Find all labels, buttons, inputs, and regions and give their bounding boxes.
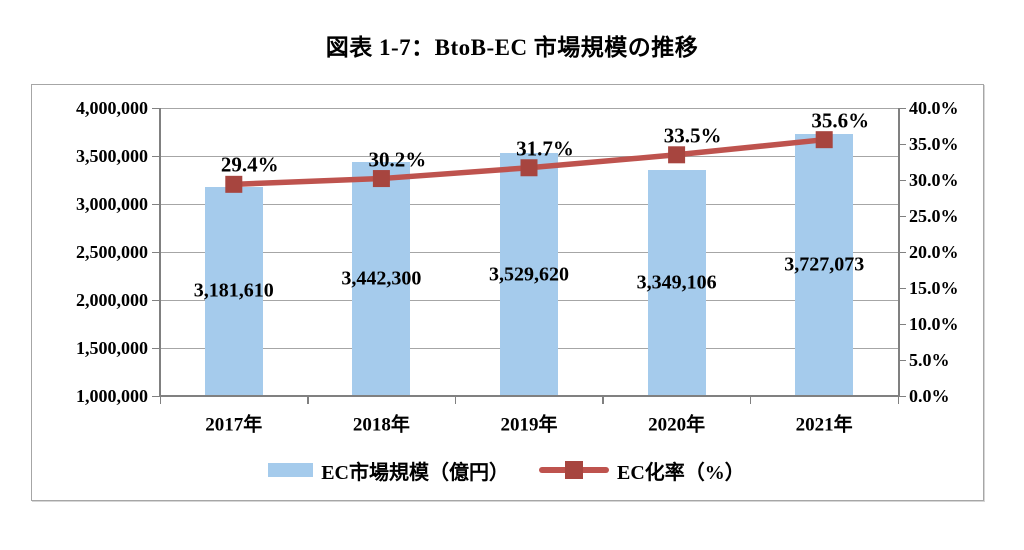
x-axis-tick bbox=[602, 396, 604, 404]
left-axis-tick-label: 2,000,000 bbox=[76, 290, 148, 310]
right-axis-tick-label: 20.0% bbox=[909, 242, 959, 262]
x-axis-label: 2021年 bbox=[795, 414, 853, 436]
left-axis-tick bbox=[152, 107, 160, 109]
left-axis-tick-label: 1,500,000 bbox=[76, 338, 148, 358]
left-axis-tick-label: 4,000,000 bbox=[76, 98, 148, 118]
right-axis-tick bbox=[898, 107, 906, 109]
left-axis-tick-label: 1,000,000 bbox=[76, 386, 148, 406]
x-axis-tick bbox=[159, 396, 161, 404]
percent-label: 29.4% bbox=[220, 152, 279, 177]
bar-value-label: 3,181,610 bbox=[193, 279, 274, 302]
x-axis-tick bbox=[454, 396, 457, 404]
gridline bbox=[160, 107, 898, 109]
right-axis-tick-label: 25.0% bbox=[909, 206, 959, 226]
legend-swatch-bar bbox=[268, 463, 314, 477]
right-axis-tick-label: 10.0% bbox=[909, 314, 959, 334]
right-axis-tick-label: 40.0% bbox=[909, 98, 959, 118]
x-axis-tick bbox=[307, 396, 309, 404]
right-axis-tick bbox=[898, 215, 906, 217]
legend-item: EC市場規模（億円） bbox=[268, 456, 509, 485]
legend-label: EC市場規模（億円） bbox=[321, 461, 509, 484]
left-axis-tick-label: 3,000,000 bbox=[76, 194, 148, 214]
bar bbox=[647, 170, 706, 396]
bar bbox=[204, 186, 263, 396]
right-axis-tick bbox=[898, 251, 906, 253]
percent-label: 35.6% bbox=[811, 108, 870, 133]
right-axis-tick-label: 5.0% bbox=[909, 350, 950, 370]
x-axis-label: 2019年 bbox=[500, 414, 558, 436]
bar-value-label: 3,442,300 bbox=[341, 267, 422, 290]
x-axis-tick bbox=[897, 396, 899, 404]
x-axis-label: 2020年 bbox=[648, 414, 706, 436]
left-axis-tick bbox=[152, 203, 160, 205]
percent-label: 30.2% bbox=[368, 147, 427, 172]
x-axis-line bbox=[160, 395, 898, 397]
bar bbox=[500, 153, 558, 396]
left-axis-tick bbox=[152, 251, 160, 253]
left-axis-tick bbox=[152, 347, 160, 349]
right-axis-tick bbox=[898, 143, 906, 145]
right-axis-tick bbox=[898, 323, 906, 325]
x-axis-tick bbox=[749, 396, 752, 404]
legend-swatch-line-marker bbox=[539, 460, 609, 480]
right-axis-tick-label: 15.0% bbox=[909, 278, 959, 298]
right-axis-tick bbox=[898, 179, 906, 181]
bar-value-label: 3,727,073 bbox=[784, 253, 865, 276]
percent-label: 33.5% bbox=[663, 123, 722, 148]
legend-label: EC化率（%） bbox=[617, 461, 745, 484]
left-axis-tick bbox=[152, 299, 160, 301]
legend-marker-square bbox=[565, 461, 583, 479]
right-axis-tick-label: 30.0% bbox=[909, 170, 959, 190]
chart-legend: EC市場規模（億円） EC化率（%） bbox=[31, 452, 982, 488]
x-axis-label: 2017年 bbox=[205, 414, 263, 436]
left-axis-tick-label: 3,500,000 bbox=[76, 146, 148, 166]
right-axis-tick-label: 0.0% bbox=[909, 386, 950, 406]
left-axis-tick-label: 2,500,000 bbox=[76, 242, 148, 262]
right-axis-tick bbox=[898, 395, 906, 397]
bar-value-label: 3,349,106 bbox=[636, 271, 717, 294]
bar-value-label: 3,529,620 bbox=[489, 263, 569, 286]
percent-label: 31.7% bbox=[516, 136, 574, 161]
x-axis-label: 2018年 bbox=[352, 414, 410, 436]
legend-item: EC化率（%） bbox=[539, 456, 745, 485]
left-axis-tick bbox=[152, 395, 160, 397]
bar bbox=[352, 161, 411, 396]
right-axis-tick bbox=[898, 359, 906, 361]
right-axis-tick-label: 35.0% bbox=[909, 134, 959, 154]
left-axis-tick bbox=[152, 155, 160, 157]
right-axis-tick bbox=[898, 287, 906, 289]
chart-title: 図表 1-7：BtoB-EC 市場規模の推移 bbox=[325, 35, 699, 60]
